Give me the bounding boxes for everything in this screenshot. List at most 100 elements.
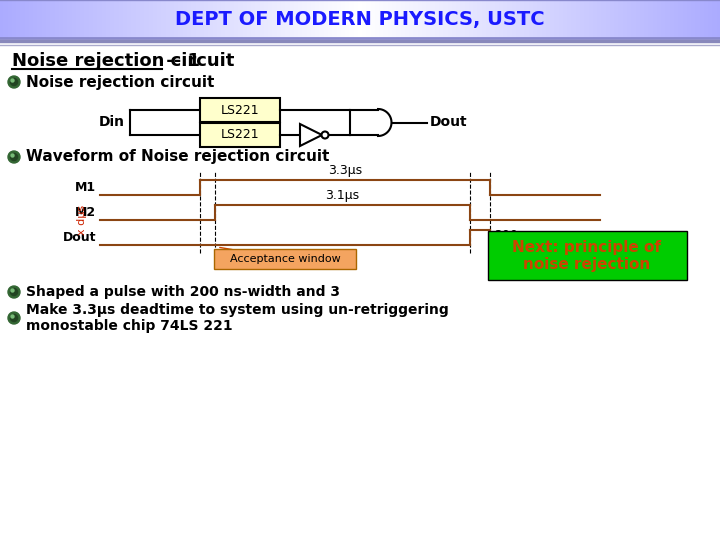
Bar (109, 0, 110, 38)
Bar (107, 0, 108, 38)
Bar (580, 0, 581, 38)
Bar (565, 0, 566, 38)
Bar (52, 0, 53, 38)
Bar (16, 0, 17, 38)
Bar (149, 0, 150, 38)
Bar (142, 0, 143, 38)
Bar (271, 0, 272, 38)
Bar (455, 0, 456, 38)
Bar (618, 0, 619, 38)
Bar (120, 0, 121, 38)
Bar (340, 0, 341, 38)
Bar (257, 0, 258, 38)
Bar (341, 0, 342, 38)
Bar (705, 0, 706, 38)
Bar (644, 0, 645, 38)
Bar (427, 0, 428, 38)
Bar (171, 0, 172, 38)
Bar (431, 0, 432, 38)
Bar (688, 0, 689, 38)
Bar (523, 0, 524, 38)
Bar (564, 0, 565, 38)
Bar (200, 123, 280, 147)
Bar (400, 0, 401, 38)
Bar (625, 0, 626, 38)
Bar (529, 0, 530, 38)
Bar (619, 0, 620, 38)
Bar (505, 0, 506, 38)
Bar (315, 0, 316, 38)
Bar (557, 0, 558, 38)
Bar (269, 0, 270, 38)
Bar (272, 0, 273, 38)
Bar (77, 0, 78, 38)
Bar (466, 0, 467, 38)
Bar (319, 0, 320, 38)
Bar (166, 0, 167, 38)
Bar (511, 0, 512, 38)
Bar (620, 0, 621, 38)
Bar (217, 0, 218, 38)
Text: monostable chip 74LS 221: monostable chip 74LS 221 (26, 319, 233, 333)
Text: LS221: LS221 (221, 129, 259, 141)
Bar (461, 0, 462, 38)
Bar (304, 0, 305, 38)
Bar (176, 0, 177, 38)
Bar (91, 0, 92, 38)
Bar (5, 0, 6, 38)
Bar (234, 0, 235, 38)
Bar (416, 0, 417, 38)
Bar (575, 0, 576, 38)
Bar (54, 0, 55, 38)
Bar (189, 0, 190, 38)
Bar (710, 0, 711, 38)
Bar (457, 0, 458, 38)
Bar (124, 0, 125, 38)
Bar (532, 0, 533, 38)
Bar (121, 0, 122, 38)
Bar (167, 0, 168, 38)
Bar (717, 0, 718, 38)
Bar (305, 0, 306, 38)
Bar (410, 0, 411, 38)
Bar (100, 0, 101, 38)
Bar (200, 98, 280, 122)
Bar (659, 0, 660, 38)
Bar (568, 0, 569, 38)
Bar (707, 0, 708, 38)
Bar (334, 0, 335, 38)
Bar (53, 0, 54, 38)
Circle shape (11, 315, 14, 318)
Bar (311, 0, 312, 38)
Text: 3.1μs: 3.1μs (325, 189, 359, 202)
Bar (604, 0, 605, 38)
Bar (19, 0, 20, 38)
Bar (617, 0, 618, 38)
Bar (235, 0, 236, 38)
Bar (58, 0, 59, 38)
Bar (297, 0, 298, 38)
Bar (446, 0, 447, 38)
Bar (669, 0, 670, 38)
Bar (660, 0, 661, 38)
Bar (313, 0, 314, 38)
Bar (677, 0, 678, 38)
Bar (354, 0, 355, 38)
Bar (47, 0, 48, 38)
Bar (433, 0, 434, 38)
Bar (159, 0, 160, 38)
Bar (130, 0, 131, 38)
Bar (385, 0, 386, 38)
Bar (188, 0, 189, 38)
Text: LS221: LS221 (221, 104, 259, 117)
Bar (216, 0, 217, 38)
Bar (174, 0, 175, 38)
Bar (694, 0, 695, 38)
Bar (613, 0, 614, 38)
Bar (228, 0, 229, 38)
Circle shape (11, 314, 17, 321)
Bar (242, 0, 243, 38)
Bar (336, 0, 337, 38)
Bar (330, 0, 331, 38)
Bar (379, 0, 380, 38)
